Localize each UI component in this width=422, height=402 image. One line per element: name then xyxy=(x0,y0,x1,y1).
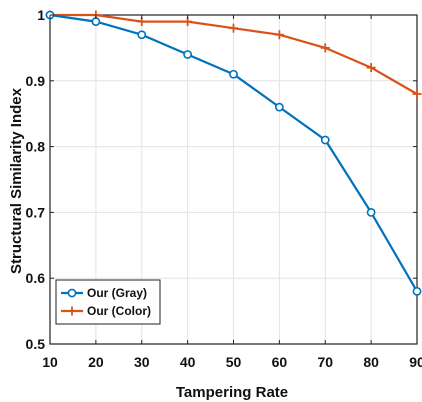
y-tick-label: 0.5 xyxy=(26,336,46,352)
x-tick-label: 90 xyxy=(409,354,422,370)
legend-entry: Our (Gray) xyxy=(61,286,147,300)
legend-entry: Our (Color) xyxy=(61,304,151,318)
y-tick-label: 0.8 xyxy=(26,139,46,155)
data-point-marker xyxy=(67,306,77,316)
legend-label: Our (Gray) xyxy=(87,286,147,300)
x-tick-label: 10 xyxy=(42,354,58,370)
data-point-marker xyxy=(320,43,330,53)
data-point-marker xyxy=(137,30,147,40)
data-point-marker xyxy=(366,63,376,73)
y-tick-label: 0.9 xyxy=(26,73,46,89)
x-tick-label: 70 xyxy=(317,354,333,370)
x-tick-label: 60 xyxy=(272,354,288,370)
y-tick-label: 0.7 xyxy=(26,204,46,220)
y-axis-title: Structural Similarity Index xyxy=(8,87,25,274)
data-point-marker xyxy=(412,286,422,296)
data-point-marker xyxy=(274,30,284,40)
x-axis-title: Tampering Rate xyxy=(176,384,288,401)
data-point-marker xyxy=(229,23,238,33)
data-point-marker xyxy=(366,207,376,217)
x-tick-label: 50 xyxy=(226,354,242,370)
x-tick-label: 40 xyxy=(180,354,196,370)
legend-label: Our (Color) xyxy=(87,304,151,318)
grid-layer xyxy=(49,14,418,345)
data-point-marker xyxy=(67,288,77,298)
data-point-marker xyxy=(274,102,284,112)
y-tick-label: 1 xyxy=(37,7,45,23)
series-layer xyxy=(45,10,422,296)
x-tick-label: 30 xyxy=(134,354,150,370)
data-point-marker xyxy=(229,69,238,79)
x-tick-label: 80 xyxy=(363,354,379,370)
data-point-marker xyxy=(412,89,422,99)
legend: Our (Gray) Our (Color) xyxy=(55,279,161,325)
x-tick-label: 20 xyxy=(88,354,104,370)
tick-layer: 10 20 30 40 50 60 70 80 90 0.5 0.6 0.7 0.8 0.9 1 xyxy=(26,7,422,370)
series-0 xyxy=(45,10,422,296)
data-point-marker xyxy=(91,17,101,26)
data-point-marker xyxy=(320,135,330,145)
y-tick-label: 0.6 xyxy=(26,270,46,286)
legend-box xyxy=(55,279,161,325)
data-point-marker xyxy=(183,50,193,59)
